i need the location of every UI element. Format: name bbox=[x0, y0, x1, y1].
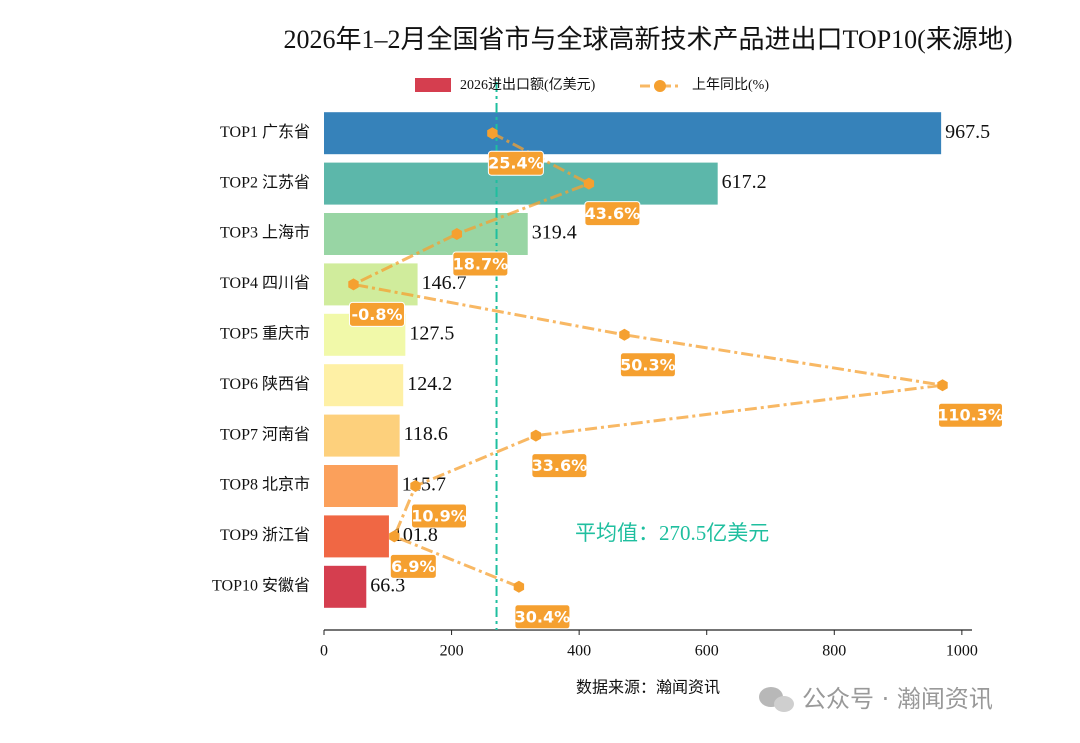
yoy-label: -0.8% bbox=[351, 305, 402, 324]
bar-value-label: 967.5 bbox=[945, 121, 990, 143]
bar bbox=[324, 364, 404, 407]
x-tick-label: 800 bbox=[822, 643, 846, 660]
yoy-marker bbox=[348, 278, 359, 291]
watermark: 公众号 · 瀚闻资讯 bbox=[802, 685, 993, 713]
bar-value-label: 127.5 bbox=[409, 322, 454, 344]
yoy-label: 33.6% bbox=[532, 456, 588, 475]
y-tick-label: TOP7 河南省 bbox=[220, 425, 310, 443]
y-tick-label: TOP10 安徽省 bbox=[212, 576, 310, 594]
bar-value-label: 124.2 bbox=[407, 373, 452, 395]
bar bbox=[324, 112, 942, 155]
bar bbox=[324, 263, 418, 306]
bar-value-label: 66.3 bbox=[370, 574, 405, 596]
source-note: 数据来源：瀚闻资讯 bbox=[576, 679, 720, 697]
yoy-label-box bbox=[487, 150, 544, 176]
yoy-line bbox=[348, 131, 943, 589]
yoy-marker bbox=[410, 480, 421, 492]
yoy-label-box bbox=[938, 402, 1004, 428]
yoy-label: 43.6% bbox=[585, 204, 641, 223]
y-tick-label: TOP8 北京市 bbox=[220, 476, 310, 494]
x-tick-label: 200 bbox=[440, 643, 464, 660]
legend-label: 上年同比(%) bbox=[692, 77, 769, 93]
watermark-icon bbox=[759, 687, 794, 712]
bar-value-label: 146.7 bbox=[422, 272, 467, 294]
chart-title: 2026年1–2月全国省市与全球高新技术产品进出口TOP10(来源地) bbox=[284, 25, 1013, 54]
yoy-label: 25.4% bbox=[488, 154, 544, 173]
bar bbox=[324, 465, 398, 507]
y-tick-label: TOP4 四川省 bbox=[220, 274, 310, 292]
yoy-label-box bbox=[619, 352, 676, 378]
yoy-label: 110.3% bbox=[937, 406, 1004, 425]
y-tick-label: TOP3 上海市 bbox=[220, 224, 310, 242]
yoy-label-box bbox=[584, 201, 641, 227]
yoy-marker bbox=[487, 127, 498, 140]
bar bbox=[324, 515, 389, 558]
bar-value-label: 118.6 bbox=[404, 423, 448, 445]
bar bbox=[324, 414, 400, 457]
yoy-label: 18.7% bbox=[453, 255, 509, 274]
yoy-label: 6.9% bbox=[391, 557, 435, 576]
yoy-marker bbox=[583, 177, 595, 190]
y-tick-label: TOP5 重庆市 bbox=[220, 324, 310, 342]
yoy-label: 50.3% bbox=[620, 355, 676, 374]
yoy-marker bbox=[530, 429, 542, 442]
x-tick-label: 400 bbox=[567, 643, 591, 660]
yoy-label-box bbox=[389, 553, 437, 579]
x-tick-label: 1000 bbox=[946, 643, 978, 660]
average-label: 平均值：270.5亿美元 bbox=[575, 521, 769, 545]
yoy-marker bbox=[937, 379, 948, 392]
yoy-label: 30.4% bbox=[515, 607, 571, 626]
bar-value-label: 617.2 bbox=[722, 171, 767, 193]
yoy-line-group: 25.4% 43.6% 18.7% -0.8% 50.3% 110.3% 33.6% 10.9… bbox=[348, 127, 1004, 630]
legend-marker bbox=[654, 80, 666, 92]
yoy-marker bbox=[389, 530, 400, 543]
yoy-label-box bbox=[531, 453, 588, 479]
yoy-label-box bbox=[452, 251, 509, 277]
y-tick-label: TOP2 江苏省 bbox=[220, 173, 310, 191]
x-tick-label: 600 bbox=[695, 643, 719, 660]
bar bbox=[324, 565, 367, 608]
y-tick-label: TOP9 浙江省 bbox=[220, 526, 310, 544]
legend-label: 2026进出口额(亿美元) bbox=[460, 77, 596, 93]
legend-swatch bbox=[415, 78, 451, 92]
y-tick-label: TOP6 陕西省 bbox=[220, 375, 310, 393]
yoy-marker bbox=[513, 580, 525, 593]
bar-value-label: 319.4 bbox=[532, 222, 577, 244]
yoy-marker bbox=[451, 228, 463, 240]
y-tick-label: TOP1 广东省 bbox=[220, 123, 310, 141]
yoy-label: 10.9% bbox=[411, 507, 467, 526]
yoy-marker bbox=[619, 328, 630, 341]
yoy-label-box bbox=[514, 604, 571, 630]
x-tick-label: 0 bbox=[320, 643, 328, 660]
yoy-label-box bbox=[411, 503, 468, 529]
yoy-label-box bbox=[348, 301, 405, 327]
